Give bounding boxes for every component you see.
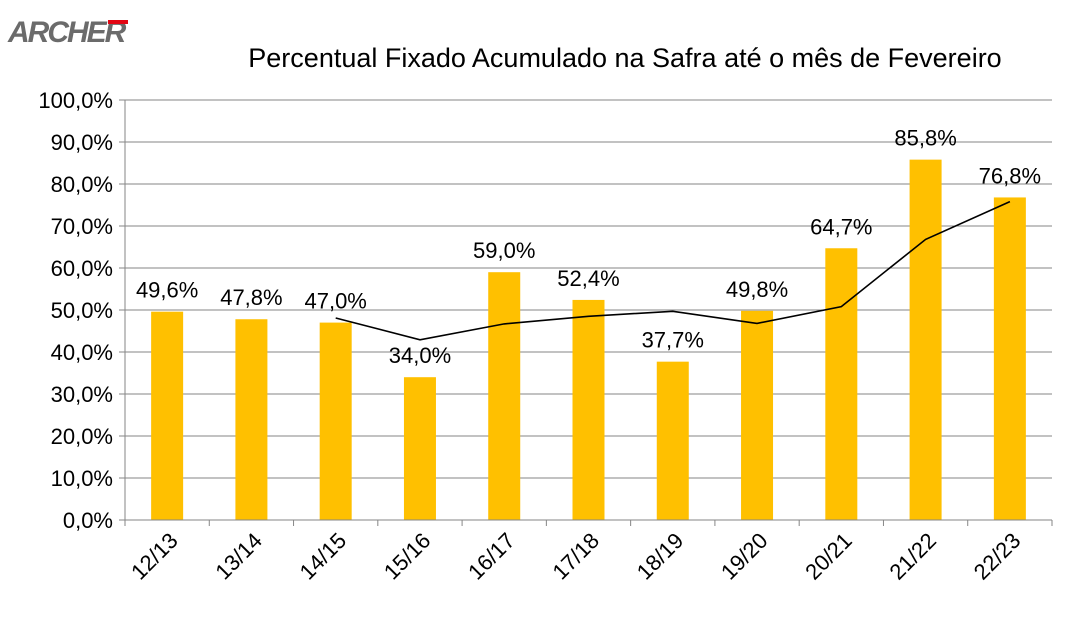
data-label: 76,8%: [979, 163, 1041, 188]
bar: [235, 319, 268, 520]
x-tick-label: 19/20: [716, 528, 773, 585]
trend-line-group: [335, 200, 1011, 341]
bar: [572, 299, 605, 520]
y-axis-ticks: 0,0% 10,0% 20,0% 30,0% 40,0% 50,0% 60,0% 70,0% 8…: [38, 88, 125, 533]
data-label: 64,7%: [810, 214, 872, 239]
bars: [151, 159, 1026, 520]
bar: [403, 377, 436, 520]
x-tick-label: 20/21: [800, 528, 857, 585]
x-tick-label: 12/13: [126, 528, 183, 585]
y-tick-label: 20,0%: [51, 424, 113, 449]
bar: [825, 248, 858, 520]
y-tick-label: 10,0%: [51, 466, 113, 491]
y-tick-label: 70,0%: [51, 214, 113, 239]
bar: [909, 159, 942, 520]
data-label: 34,0%: [389, 343, 451, 368]
x-tick-label: 13/14: [210, 528, 267, 585]
x-tick-label: 17/18: [547, 528, 604, 585]
x-tick-label: 22/23: [969, 528, 1026, 585]
x-tick-label: 14/15: [295, 528, 352, 585]
data-label: 49,6%: [136, 278, 198, 303]
y-tick-label: 50,0%: [51, 298, 113, 323]
bar: [319, 322, 352, 520]
x-tick-label: 16/17: [463, 528, 520, 585]
x-tick-label: 15/16: [379, 528, 436, 585]
y-tick-label: 40,0%: [51, 340, 113, 365]
data-label: 85,8%: [894, 126, 956, 151]
data-label: 37,7%: [642, 328, 704, 353]
bar: [656, 361, 689, 520]
chart-title: Percentual Fixado Acumulado na Safra até…: [248, 43, 1001, 73]
bar: [741, 310, 774, 520]
archer-logo: ARCHER: [7, 16, 129, 49]
y-tick-label: 30,0%: [51, 382, 113, 407]
bar: [151, 311, 184, 520]
data-label: 49,8%: [726, 277, 788, 302]
y-tick-label: 90,0%: [51, 130, 113, 155]
y-tick-label: 100,0%: [38, 88, 113, 113]
bar: [488, 272, 521, 520]
x-tick-label: 18/19: [632, 528, 689, 585]
bar: [993, 197, 1026, 520]
axes: [124, 100, 1052, 521]
data-label: 59,0%: [473, 238, 535, 263]
trend-line: [335, 200, 1011, 341]
data-labels: 49,6% 47,8% 47,0% 34,0% 59,0% 52,4% 37,7% 49,8%…: [136, 126, 1041, 369]
data-label: 47,0%: [304, 289, 366, 314]
y-tick-label: 60,0%: [51, 256, 113, 281]
x-axis-ticks: 12/13 13/14 14/15 15/16 16/17 17/18 18/19 19/20…: [124, 520, 1053, 585]
x-tick-label: 21/22: [885, 528, 942, 585]
y-tick-label: 0,0%: [63, 508, 113, 533]
data-label: 52,4%: [557, 266, 619, 291]
data-label: 47,8%: [220, 285, 282, 310]
y-tick-label: 80,0%: [51, 172, 113, 197]
